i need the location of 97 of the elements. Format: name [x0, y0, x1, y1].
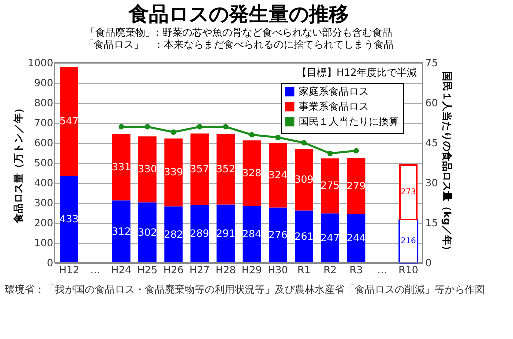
bar	[295, 210, 314, 263]
x-tick-label: H25	[138, 266, 158, 276]
point	[249, 132, 255, 138]
y-tick-label: 1000	[28, 58, 54, 70]
y-tick-label: 700	[34, 118, 54, 130]
point	[118, 124, 124, 130]
legend-label: 家庭系食品ロス	[299, 86, 369, 98]
text: 「食品ロス」 : 本来ならまだ食べられるのに捨てられてしまう食品	[84, 40, 394, 51]
data-label: 216	[401, 236, 416, 246]
y2-axis-title: 国民１人当たりの食品ロス量（kg／年）	[441, 72, 454, 256]
data-label: 302	[138, 228, 158, 239]
x-tick-label: H12	[59, 266, 80, 276]
data-label: 339	[164, 168, 184, 179]
bar	[138, 202, 157, 263]
bar	[216, 204, 236, 263]
point	[144, 124, 150, 130]
data-label: 352	[216, 164, 236, 176]
bar	[295, 149, 314, 211]
data-label: 244	[346, 234, 366, 245]
data-label: 279	[346, 181, 366, 192]
x-tick-label: R1	[298, 266, 311, 276]
bar	[347, 214, 366, 263]
y-tick-label: 0	[47, 258, 54, 270]
point	[223, 124, 229, 130]
text: 環境省：「我が国の食品ロス・食品廃棄物等の利用状況等」及び農林水産省「食品ロスの削減」等から作図	[5, 284, 485, 296]
y-tick-label: 200	[34, 218, 54, 230]
bar	[164, 206, 183, 263]
data-label: 247	[320, 233, 340, 244]
bar	[321, 158, 340, 214]
x-tick-label: H29	[242, 266, 262, 276]
bar	[269, 208, 288, 263]
y-tick-label: 100	[34, 238, 54, 250]
data-label: 312	[112, 226, 132, 238]
bar	[216, 134, 236, 205]
y2-tick-label: 0	[426, 258, 432, 270]
y2-tick-label: 45	[426, 138, 438, 150]
point	[197, 124, 203, 130]
x-tick-label: H27	[190, 266, 210, 276]
data-label: 284	[242, 230, 262, 241]
y2-tick-label: 60	[426, 98, 438, 110]
data-label: 291	[216, 228, 236, 240]
point	[275, 134, 281, 140]
data-label: 547	[60, 116, 79, 128]
bar	[347, 158, 366, 214]
bar	[190, 205, 209, 263]
y-tick-label: 300	[34, 198, 54, 210]
data-label: 357	[190, 164, 210, 176]
annotation: 【目標】H12年度比で半減	[296, 67, 417, 79]
y-tick-label: 600	[34, 138, 54, 150]
data-label: 309	[294, 174, 314, 186]
y-tick-label: 400	[34, 178, 54, 190]
legend-label: 事業系食品ロス	[299, 101, 369, 113]
point	[171, 130, 176, 136]
text: 「食品廃棄物」: 野菜の芯や魚の骨など食べられない部分も含む食品	[86, 28, 392, 39]
data-label: 282	[164, 230, 184, 241]
bar	[60, 67, 78, 176]
data-label: 261	[294, 232, 314, 243]
x-tick-label: H30	[268, 266, 288, 276]
legend-label: 国民１人当たりに換算	[299, 116, 399, 128]
bar	[190, 134, 209, 206]
bar	[269, 143, 288, 208]
bar	[60, 176, 78, 263]
y-axis-title: 食品ロス量（万トン／年）	[13, 104, 26, 224]
bar	[242, 206, 262, 263]
point	[328, 150, 334, 156]
y-tick-label: 900	[34, 78, 54, 90]
x-tick-label: H24	[111, 266, 132, 276]
bar	[138, 136, 157, 203]
x-tick-label: H26	[164, 266, 184, 276]
x-tick-label: …	[90, 266, 100, 276]
x-tick-label: R10	[398, 266, 418, 276]
data-label: 331	[112, 162, 132, 174]
y2-tick-label: 30	[426, 178, 438, 190]
bar	[112, 134, 131, 201]
data-label: 330	[138, 164, 158, 176]
y-tick-label: 800	[34, 98, 54, 110]
data-label: 273	[401, 188, 416, 196]
bar	[164, 138, 183, 207]
data-label: 275	[320, 181, 340, 192]
y2-tick-label: 75	[426, 58, 438, 70]
data-label: 324	[268, 170, 288, 182]
data-label: 276	[268, 230, 288, 242]
data-label: 433	[60, 214, 79, 226]
bar	[321, 214, 340, 263]
bar	[112, 200, 131, 263]
chart-title: 食品ロスの発生量の推移	[128, 2, 349, 26]
data-label: 289	[190, 229, 210, 240]
x-tick-label: H28	[216, 266, 236, 276]
point	[354, 148, 360, 154]
data-label: 328	[242, 168, 262, 180]
point	[302, 140, 307, 146]
x-tick-label: R3	[350, 266, 364, 276]
x-tick-label: R2	[324, 266, 338, 276]
y-tick-label: 500	[34, 158, 54, 170]
y2-tick-label: 15	[426, 218, 438, 230]
bar	[242, 140, 262, 206]
x-tick-label: …	[378, 266, 388, 276]
